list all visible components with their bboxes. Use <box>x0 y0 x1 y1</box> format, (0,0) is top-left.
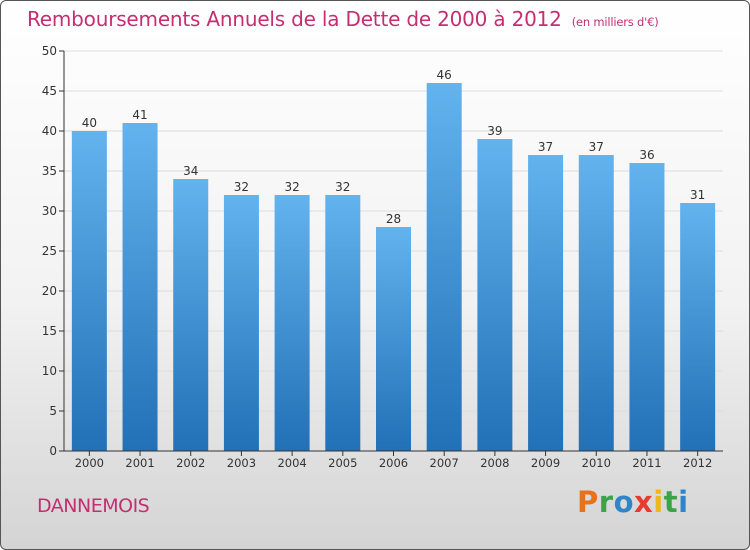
bar <box>528 155 564 451</box>
bar-value-label: 41 <box>132 108 147 122</box>
x-tick-label: 2003 <box>227 456 256 470</box>
bar-value-label: 31 <box>690 188 705 202</box>
x-tick-label: 2002 <box>176 456 205 470</box>
bar-value-label: 39 <box>487 124 502 138</box>
bar <box>274 195 310 451</box>
bar-value-label: 40 <box>82 116 97 130</box>
y-tick-label: 15 <box>42 324 57 338</box>
bar-value-label: 37 <box>589 140 604 154</box>
y-tick-label: 5 <box>49 404 57 418</box>
bar <box>477 139 513 451</box>
x-tick-label: 2011 <box>632 456 661 470</box>
bar-value-label: 34 <box>183 164 198 178</box>
y-tick-label: 10 <box>42 364 57 378</box>
bar-value-label: 37 <box>538 140 553 154</box>
bar <box>578 155 614 451</box>
bar-value-label: 32 <box>234 180 249 194</box>
chart-subtitle: (en milliers d'€) <box>571 15 659 29</box>
bar-value-label: 32 <box>284 180 299 194</box>
bar <box>680 203 716 451</box>
title-text: Remboursements Annuels de la Dette de 20… <box>27 7 562 31</box>
logo-letter: i <box>653 485 664 519</box>
bar <box>629 163 665 451</box>
logo-letter: r <box>598 485 614 519</box>
y-tick-label: 45 <box>42 84 57 98</box>
logo-letter: i <box>678 485 689 519</box>
y-tick-label: 50 <box>42 44 57 58</box>
bar <box>376 227 411 451</box>
commune-name: DANNEMOIS <box>37 495 150 517</box>
logo-letter: P <box>577 485 599 519</box>
logo-letter: t <box>663 485 679 519</box>
x-tick-label: 2007 <box>430 456 459 470</box>
bar-value-label: 46 <box>437 68 452 82</box>
logo-letter: o <box>613 485 635 519</box>
bar-value-label: 28 <box>386 212 401 226</box>
x-tick-label: 2004 <box>277 456 306 470</box>
bar <box>223 195 259 451</box>
x-tick-label: 2005 <box>328 456 357 470</box>
chart-title: Remboursements Annuels de la Dette de 20… <box>27 7 659 31</box>
bar <box>71 131 107 451</box>
axes <box>59 50 723 456</box>
y-tick-label: 20 <box>42 284 57 298</box>
bar <box>122 123 158 451</box>
y-tick-label: 0 <box>49 444 57 458</box>
bar-value-label: 32 <box>335 180 350 194</box>
y-tick-label: 40 <box>42 124 57 138</box>
bar-value-label: 36 <box>639 148 654 162</box>
x-tick-label: 2009 <box>531 456 560 470</box>
labels: 0 5 10 15 20 25 30 35 40 45 50 40 2000 41 2001 34 2002 32… <box>42 44 713 470</box>
y-tick-label: 30 <box>42 204 57 218</box>
y-tick-label: 35 <box>42 164 57 178</box>
x-tick-label: 2010 <box>582 456 611 470</box>
bar <box>325 195 361 451</box>
bar <box>426 83 462 451</box>
x-tick-label: 2012 <box>683 456 712 470</box>
logo-letter: x <box>634 485 654 519</box>
x-tick-label: 2006 <box>379 456 408 470</box>
x-tick-label: 2008 <box>480 456 509 470</box>
x-tick-label: 2000 <box>75 456 104 470</box>
x-tick-label: 2001 <box>125 456 154 470</box>
bar <box>173 179 209 451</box>
y-tick-label: 25 <box>42 244 57 258</box>
proxiti-logo: Proxiti <box>577 485 689 519</box>
bars <box>71 83 716 451</box>
